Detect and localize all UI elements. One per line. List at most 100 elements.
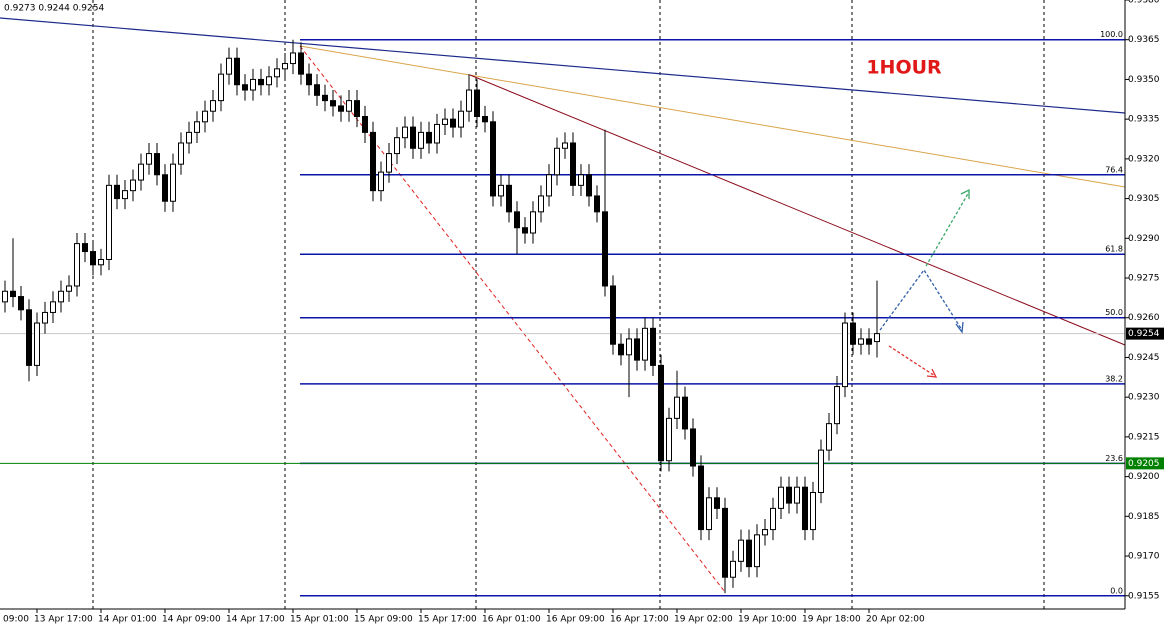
candle-body xyxy=(466,89,472,112)
candle-body xyxy=(34,322,40,366)
candle-body xyxy=(178,142,184,165)
candle-body xyxy=(50,301,56,313)
candle-body xyxy=(690,428,696,467)
candle-body xyxy=(138,163,144,181)
fib-label: 76.4 xyxy=(1105,165,1123,174)
candle-body xyxy=(450,118,456,128)
candle-body xyxy=(474,89,480,118)
candle-body xyxy=(218,73,224,102)
candle-body xyxy=(106,184,112,260)
current-price-label: 0.9254 xyxy=(1128,329,1160,339)
candle-body xyxy=(762,529,768,536)
x-tick-label: 15 Apr 09:00 xyxy=(354,615,413,625)
candle-body xyxy=(738,539,744,562)
candle-body xyxy=(18,296,24,311)
fib-label: 0.0 xyxy=(1110,586,1123,595)
arrow-head xyxy=(960,188,970,199)
candle-body xyxy=(706,497,712,531)
candle-body xyxy=(482,116,488,123)
candle-body xyxy=(634,338,640,361)
y-tick-label: 0.9260 xyxy=(1128,313,1160,323)
candle-body xyxy=(122,190,128,200)
x-tick-label: 16 Apr 01:00 xyxy=(482,615,541,625)
candle-body xyxy=(202,110,208,123)
fib-label: 61.8 xyxy=(1105,245,1123,254)
candle-body xyxy=(802,486,808,531)
candle-body xyxy=(874,333,880,343)
current-price-box xyxy=(1126,327,1164,340)
candle-body xyxy=(794,486,800,504)
candle-body xyxy=(130,179,136,192)
candle-body xyxy=(778,486,784,509)
candle-body xyxy=(498,184,504,197)
candle-body xyxy=(354,100,360,118)
candle-body xyxy=(330,100,336,107)
candle-body xyxy=(410,126,416,149)
candle-body xyxy=(522,227,528,234)
fib-label: 100.0 xyxy=(1100,30,1123,39)
candle-body xyxy=(170,163,176,202)
y-tick-label: 0.9275 xyxy=(1128,274,1160,284)
candle-body xyxy=(858,338,864,345)
candle-body xyxy=(506,184,512,213)
candle-body xyxy=(602,211,608,287)
candle-body xyxy=(346,100,352,112)
arrow-head xyxy=(955,321,964,334)
candle-body xyxy=(610,285,616,345)
candle-body xyxy=(418,131,424,149)
candle-body xyxy=(426,131,432,144)
y-tick-label: 0.9170 xyxy=(1128,552,1160,562)
candle-body xyxy=(306,73,312,86)
plot-layer: 100.0 76.4 61.8 50.0 38.2 23.6 0.0 xyxy=(0,30,1125,597)
candle-body xyxy=(586,174,592,197)
projection-arrows xyxy=(879,188,970,378)
arrow xyxy=(888,345,936,377)
candle-body xyxy=(530,211,536,234)
candle-body xyxy=(642,327,648,361)
ohlc-header: 0.9273 0.9244 0.9254 xyxy=(4,4,104,14)
x-tick-label: 09:00 xyxy=(3,615,29,625)
candle-body xyxy=(786,486,792,504)
candle-body xyxy=(578,174,584,186)
candle-body xyxy=(378,171,384,192)
candle-body xyxy=(402,126,408,139)
x-tick-label: 13 Apr 17:00 xyxy=(34,615,93,625)
y-tick-label: 0.9365 xyxy=(1128,35,1160,45)
y-tick-label: 0.9200 xyxy=(1128,472,1160,482)
trendline xyxy=(469,74,1126,346)
candle-body xyxy=(850,322,856,345)
candle-body xyxy=(810,491,816,531)
trendline xyxy=(299,45,1126,188)
candle-body xyxy=(226,57,232,75)
candle-body xyxy=(514,211,520,229)
candle-body xyxy=(26,309,32,366)
candle-body xyxy=(490,121,496,197)
candle-body xyxy=(90,251,96,266)
arrow-head xyxy=(926,368,938,378)
arrow xyxy=(925,191,970,267)
candle-body xyxy=(10,290,16,298)
candle-body xyxy=(298,52,304,75)
y-tick-label: 0.9320 xyxy=(1128,154,1160,164)
candle-body xyxy=(842,322,848,388)
x-tick-label: 15 Apr 17:00 xyxy=(418,615,477,625)
candle-body xyxy=(754,534,760,568)
candle-body xyxy=(162,174,168,202)
level-price-box xyxy=(1126,457,1164,470)
x-tick-label: 14 Apr 09:00 xyxy=(162,615,221,625)
x-tick-label: 19 Apr 02:00 xyxy=(674,615,733,625)
x-tick-label: 20 Apr 02:00 xyxy=(866,615,925,625)
candle-body xyxy=(242,84,248,91)
y-tick-label: 0.9335 xyxy=(1128,115,1160,125)
candle-body xyxy=(714,497,720,509)
candle-body xyxy=(2,290,8,303)
candle-body xyxy=(250,78,256,91)
candle-body xyxy=(594,195,600,213)
y-tick-label: 0.9230 xyxy=(1128,393,1160,403)
x-tick-label: 15 Apr 01:00 xyxy=(290,615,349,625)
y-tick-label: 0.9185 xyxy=(1128,512,1160,522)
candle-body xyxy=(386,153,392,173)
candle-body xyxy=(818,449,824,493)
